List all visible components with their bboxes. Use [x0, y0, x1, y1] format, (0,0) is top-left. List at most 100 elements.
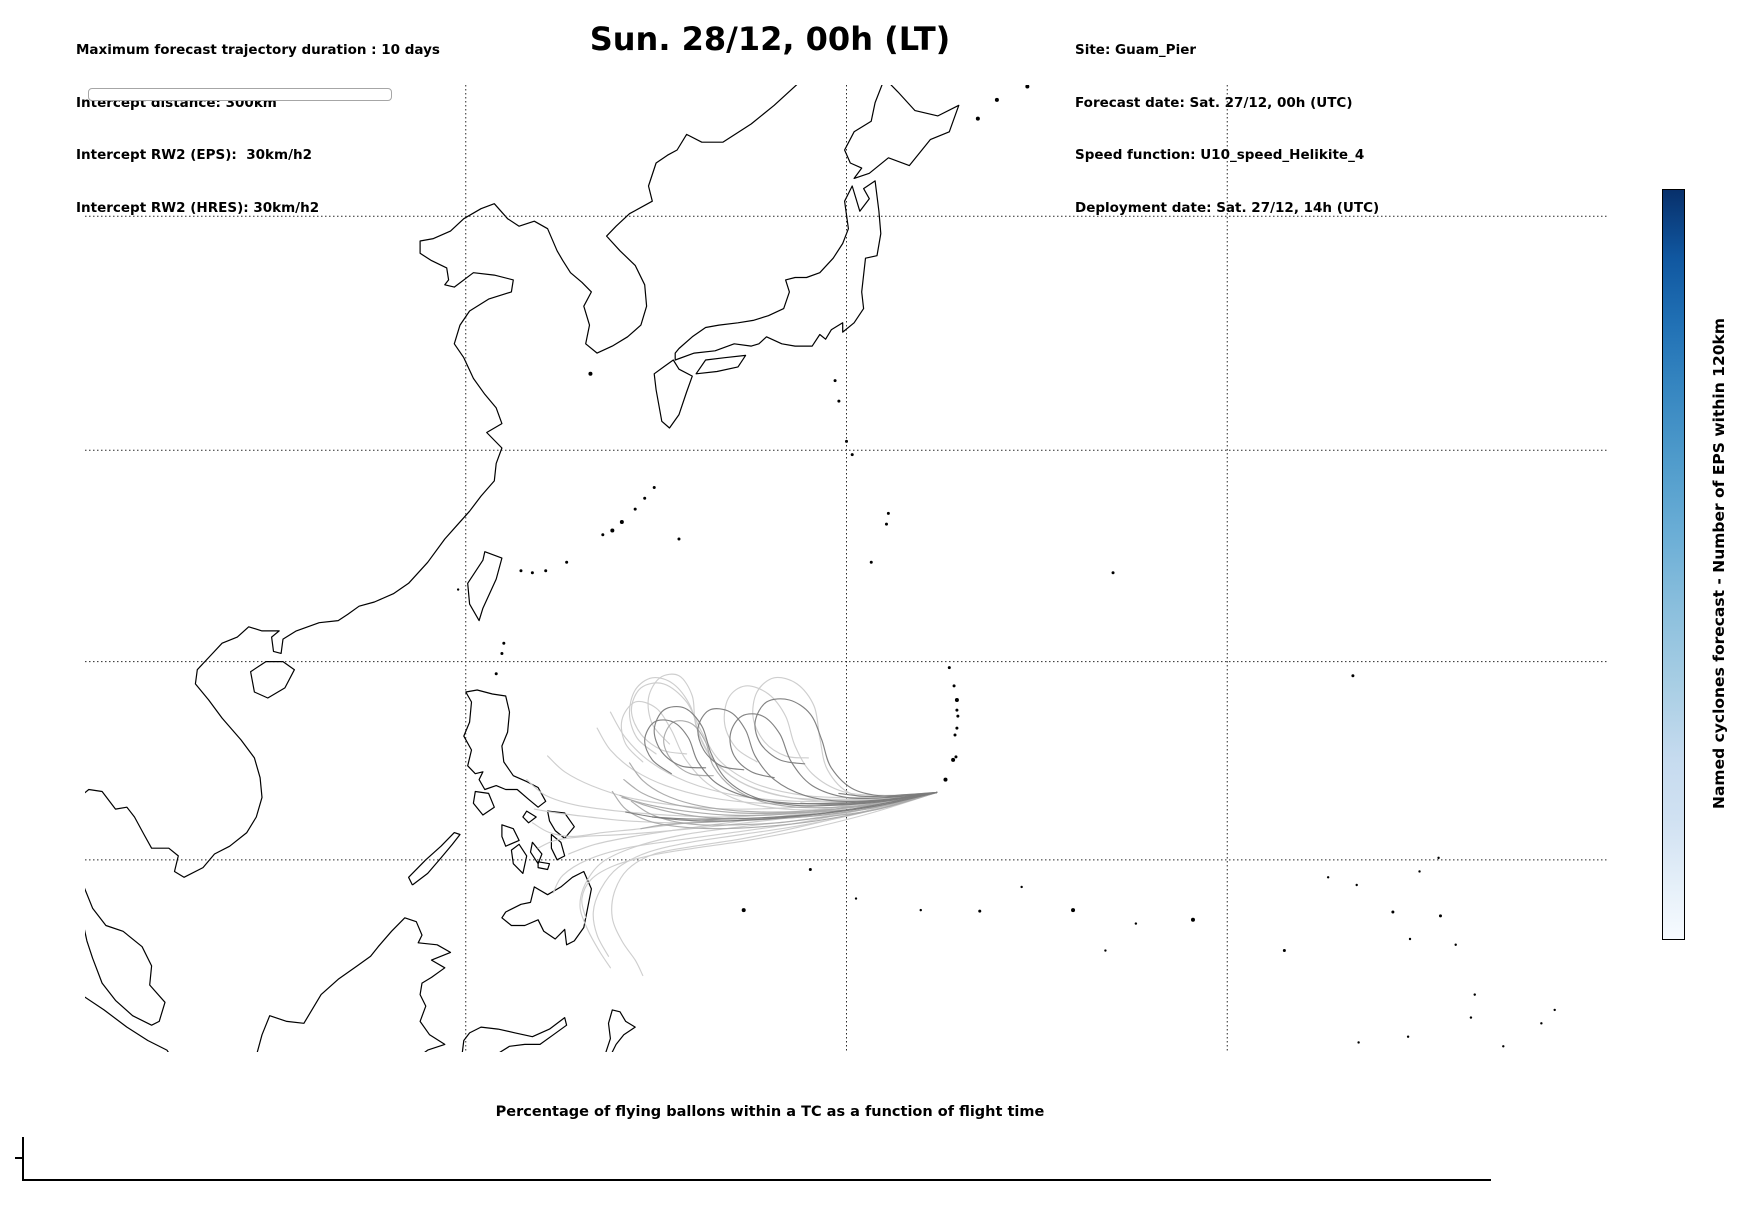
island-dot [1418, 870, 1421, 873]
intercept-rw2-eps-line: Intercept RW2 (EPS): 30km/h2 [76, 147, 312, 163]
ensemble-trajectory [838, 791, 938, 798]
island-dot [502, 641, 506, 645]
map-title: Sun. 28/12, 00h (LT) [589, 20, 951, 58]
island-dot [956, 714, 960, 718]
ensemble-trajectory [628, 762, 938, 813]
ensemble-trajectory [800, 791, 938, 805]
ensemble-trajectory [630, 682, 938, 799]
coastline [501, 824, 520, 847]
ensemble-trajectory [625, 791, 938, 822]
bottom-chart-y-tick [15, 1157, 22, 1159]
island-dot [519, 569, 523, 573]
island-dot [677, 537, 681, 541]
ensemble-trajectory [651, 791, 938, 820]
island-dot [1437, 856, 1440, 860]
ensemble-trajectory [729, 713, 938, 800]
ensemble-trajectory [526, 779, 938, 818]
island-dot [947, 666, 951, 670]
intercept-rw2-hres-line: Intercept RW2 (HRES): 30km/h2 [76, 199, 320, 216]
forecast-date-line: Forecast date: Sat. 27/12, 00h (UTC) [1075, 94, 1353, 111]
island-dot [975, 116, 980, 121]
coastline [467, 551, 503, 622]
island-dots [456, 85, 1556, 1048]
coastline [85, 887, 166, 1026]
map-legend [88, 88, 392, 101]
island-dot [1357, 1041, 1360, 1044]
deployment-date-line: Deployment date: Sat. 27/12, 14h (UTC) [1075, 199, 1380, 216]
speed-function-line: Speed function: U10_speed_Helikite_4 [1075, 147, 1365, 163]
coastlines [85, 85, 960, 1052]
island-dot [837, 399, 841, 403]
island-dot [869, 560, 873, 564]
map-content [85, 85, 1608, 1052]
island-dot [808, 868, 812, 872]
coastline [85, 85, 798, 878]
coastline [85, 996, 169, 1052]
island-dot [954, 698, 959, 703]
eps-count-colorbar [1662, 189, 1685, 940]
coastline [522, 810, 537, 824]
island-dot [588, 371, 593, 376]
island-dot [978, 909, 982, 913]
coastline [537, 861, 551, 871]
ensemble-trajectory [752, 676, 938, 800]
island-dot [954, 755, 958, 759]
bottom-chart-left-spine [22, 1137, 24, 1179]
ensemble-trajectory [653, 705, 938, 807]
island-dot [530, 571, 534, 575]
island-dot [1438, 914, 1442, 918]
island-dot [951, 757, 956, 762]
ensemble-trajectory [663, 720, 938, 809]
island-dot [1553, 1008, 1556, 1012]
colorbar-label: Named cyclones forecast - Number of EPS … [1710, 318, 1728, 809]
island-dot [741, 908, 746, 913]
coastline [510, 843, 528, 874]
island-dot [1454, 943, 1457, 946]
coastline [472, 790, 495, 816]
graticule [85, 85, 1608, 1052]
island-dot [1326, 876, 1330, 879]
coastline [461, 1017, 568, 1052]
site-info-block: Site: Guam_Pier Forecast date: Sat. 27/1… [1075, 7, 1379, 252]
island-dot [652, 485, 656, 489]
island-dot [952, 684, 956, 688]
ensemble-trajectory [611, 791, 938, 977]
island-dot [1406, 1035, 1410, 1038]
island-dot [955, 708, 959, 712]
island-dot [1355, 883, 1358, 887]
coastline [250, 661, 295, 699]
coastline [653, 359, 693, 429]
ensemble-trajectory [592, 791, 938, 957]
island-dot [943, 777, 948, 782]
max-duration-line: Maximum forecast trajectory duration : 1… [76, 42, 440, 58]
coastline [408, 832, 461, 886]
island-dot [1540, 1022, 1543, 1025]
island-dot [1391, 910, 1395, 914]
ensemble-trajectory [754, 698, 938, 797]
island-dot [544, 569, 548, 573]
island-dot [1282, 949, 1286, 953]
island-dot [1473, 993, 1476, 996]
balloon-percentage-bar [22, 1137, 1490, 1179]
island-dot [850, 453, 854, 457]
ensemble-trajectory [609, 711, 938, 803]
bottom-chart-title: Percentage of flying ballons within a TC… [495, 1104, 1045, 1120]
ensemble-trajectory [644, 719, 938, 805]
coastline [463, 689, 547, 808]
island-dot [955, 726, 959, 730]
island-dot [1469, 1016, 1473, 1019]
ensemble-trajectory [697, 708, 938, 803]
island-dot [854, 897, 858, 900]
island-dot [1408, 937, 1412, 941]
island-dot [1025, 85, 1030, 89]
island-dot [494, 672, 498, 676]
island-dot [565, 560, 569, 564]
island-dot [633, 507, 637, 511]
island-dot [619, 519, 624, 524]
island-dot [884, 522, 888, 526]
island-dot [456, 588, 460, 591]
coastline [674, 180, 882, 361]
coastline [550, 833, 566, 861]
coastline [529, 841, 543, 865]
